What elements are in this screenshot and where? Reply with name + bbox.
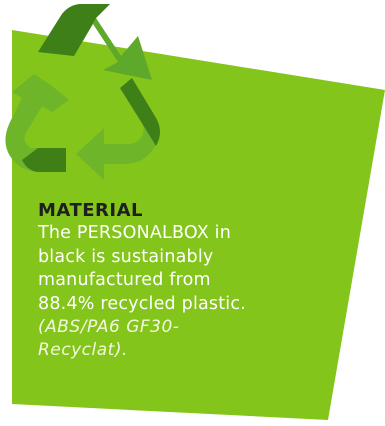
material-body-line: manufactured from (38, 270, 211, 290)
material-heading: MATERIAL (38, 200, 143, 221)
material-text-block: MATERIAL The PERSONALBOX in black is sus… (38, 200, 338, 362)
material-body-line: black is sustainably (38, 246, 214, 267)
material-body-line: 88.4% recycled plastic. (38, 293, 246, 314)
recycle-icon (5, 4, 160, 180)
material-body-line: The PERSONALBOX in (38, 223, 232, 243)
material-note-line: (ABS/PA6 GF30- (38, 317, 180, 337)
panel-shape (12, 30, 385, 420)
material-note-line: Recyclat). (38, 340, 128, 360)
